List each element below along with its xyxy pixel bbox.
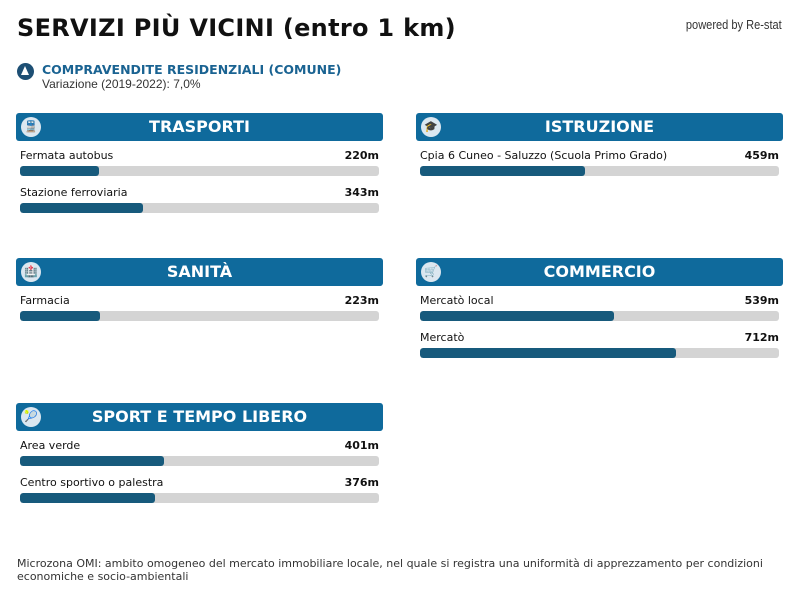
panel-header: 🎾 SPORT E TEMPO LIBERO (16, 403, 383, 431)
hospital-icon: 🏥 (21, 262, 41, 282)
panel-header: 🏥 SANITÀ (16, 258, 383, 286)
list-item: Mercatò local 539m (419, 286, 780, 323)
powered-by: powered by Re-stat (686, 17, 782, 32)
distance-bar (420, 166, 779, 176)
distance-bar-fill (20, 203, 144, 213)
distance-bar-fill (20, 493, 155, 503)
list-item: Fermata autobus 220m (19, 141, 380, 178)
item-distance: 376m (344, 476, 379, 489)
distance-bar (20, 166, 379, 176)
item-label: Mercatò local (420, 294, 494, 307)
trend-title: COMPRAVENDITE RESIDENZIALI (COMUNE) (42, 62, 342, 77)
list-item: Mercatò 712m (419, 323, 780, 360)
item-distance: 539m (744, 294, 779, 307)
footer-note: Microzona OMI: ambito omogeneo del merca… (17, 557, 763, 583)
panel-title: ISTRUZIONE (544, 117, 655, 136)
item-label: Centro sportivo o palestra (20, 476, 164, 489)
panel-title: TRASPORTI (149, 117, 250, 136)
distance-bar-fill (420, 166, 585, 176)
item-distance: 712m (744, 331, 779, 344)
list-item: Centro sportivo o palestra 376m (19, 468, 380, 505)
panel-title: COMMERCIO (543, 262, 656, 281)
cart-icon: 🛒 (421, 262, 441, 282)
panel-title: SPORT E TEMPO LIBERO (91, 407, 308, 426)
panel-title: SANITÀ (166, 262, 233, 281)
panel-sport-e-tempo-libero: 🎾 SPORT E TEMPO LIBERO Area verde 401m Centr… (16, 403, 383, 505)
panel-header: 🚆 TRASPORTI (16, 113, 383, 141)
distance-bar (420, 311, 779, 321)
panel-sanit-: 🏥 SANITÀ Farmacia 223m (16, 258, 383, 323)
distance-bar-fill (420, 311, 614, 321)
tennis-icon: 🎾 (21, 407, 41, 427)
item-label: Area verde (20, 439, 81, 452)
list-item: Cpia 6 Cuneo - Saluzzo (Scuola Primo Gra… (419, 141, 780, 178)
distance-bar (20, 456, 379, 466)
trend-subtitle: Variazione (2019-2022): 7,0% (42, 77, 201, 91)
item-label: Fermata autobus (20, 149, 114, 162)
panel-header: 🛒 COMMERCIO (416, 258, 783, 286)
item-label: Cpia 6 Cuneo - Saluzzo (Scuola Primo Gra… (420, 149, 668, 162)
page-title: SERVIZI PIÙ VICINI (entro 1 km) (17, 14, 456, 42)
panel-istruzione: 🎓 ISTRUZIONE Cpia 6 Cuneo - Saluzzo (Scuol… (416, 113, 783, 178)
item-distance: 223m (344, 294, 379, 307)
list-item: Stazione ferroviaria 343m (19, 178, 380, 215)
distance-bar (20, 493, 379, 503)
distance-bar (420, 348, 779, 358)
distance-bar (20, 311, 379, 321)
panel-commercio: 🛒 COMMERCIO Mercatò local 539m Mercatò 712m (416, 258, 783, 360)
school-icon: 🎓 (421, 117, 441, 137)
distance-bar-fill (20, 311, 101, 321)
panel-header: 🎓 ISTRUZIONE (416, 113, 783, 141)
list-item: Area verde 401m (19, 431, 380, 468)
item-label: Stazione ferroviaria (20, 186, 128, 199)
item-label: Farmacia (20, 294, 70, 307)
triangle-up-icon (17, 63, 34, 80)
item-distance: 401m (344, 439, 379, 452)
distance-bar-fill (420, 348, 676, 358)
distance-bar-fill (20, 456, 164, 466)
distance-bar (20, 203, 379, 213)
train-icon: 🚆 (21, 117, 41, 137)
item-label: Mercatò (420, 331, 465, 344)
distance-bar-fill (20, 166, 99, 176)
item-distance: 220m (344, 149, 379, 162)
panel-trasporti: 🚆 TRASPORTI Fermata autobus 220m Stazione fe… (16, 113, 383, 215)
list-item: Farmacia 223m (19, 286, 380, 323)
item-distance: 343m (344, 186, 379, 199)
item-distance: 459m (744, 149, 779, 162)
